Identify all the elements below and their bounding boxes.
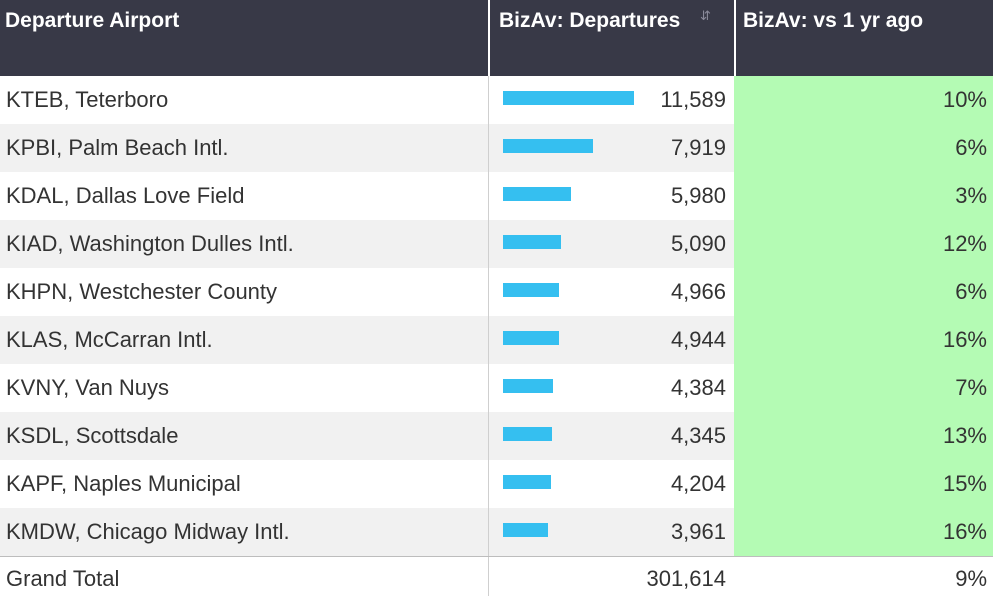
airport-cell: KHPN, Westchester County	[6, 279, 278, 304]
departures-value: 4,345	[670, 423, 726, 448]
grand-total-row: Grand Total 301,614 9%	[0, 556, 993, 596]
table-row[interactable]: KPBI, Palm Beach Intl. 7,919 6%	[0, 124, 993, 172]
departures-cell: 5,980	[488, 172, 734, 220]
airport-cell: KPBI, Palm Beach Intl.	[6, 135, 229, 160]
departures-value: 4,384	[670, 375, 726, 400]
airport-cell: KMDW, Chicago Midway Intl.	[6, 519, 290, 544]
yoy-cell: 6%	[734, 124, 993, 172]
airport-cell: KTEB, Teterboro	[6, 87, 169, 112]
departures-value: 4,966	[670, 279, 726, 304]
airport-cell: KLAS, McCarran Intl.	[6, 327, 213, 352]
departures-cell: 4,345	[488, 412, 734, 460]
departures-cell: 7,919	[488, 124, 734, 172]
column-header-departures[interactable]: BizAv: Departures ⇵	[488, 0, 734, 76]
table-body: KTEB, Teterboro 11,589 10% KPBI, Palm Be…	[0, 76, 993, 556]
departures-cell: 4,966	[488, 268, 734, 316]
departures-cell: 4,204	[488, 460, 734, 508]
departures-bar	[503, 187, 571, 201]
column-header-departure-airport[interactable]: Departure Airport	[5, 9, 180, 32]
departures-bar	[503, 523, 548, 537]
table-row[interactable]: KSDL, Scottsdale 4,345 13%	[0, 412, 993, 460]
departures-cell: 4,384	[488, 364, 734, 412]
yoy-cell: 12%	[734, 220, 993, 268]
yoy-cell: 16%	[734, 508, 993, 556]
departures-bar	[503, 475, 551, 489]
airport-cell: KAPF, Naples Municipal	[6, 471, 241, 496]
grand-total-label: Grand Total	[6, 566, 120, 591]
departures-bar	[503, 379, 553, 393]
table-row[interactable]: KIAD, Washington Dulles Intl. 5,090 12%	[0, 220, 993, 268]
departures-value: 5,090	[670, 231, 726, 256]
departures-cell: 3,961	[488, 508, 734, 556]
yoy-cell: 3%	[734, 172, 993, 220]
departures-value: 4,944	[670, 327, 726, 352]
column-header-vs-1-yr-ago[interactable]: BizAv: vs 1 yr ago	[734, 0, 993, 76]
departures-bar	[503, 427, 552, 441]
table-row[interactable]: KVNY, Van Nuys 4,384 7%	[0, 364, 993, 412]
yoy-cell: 15%	[734, 460, 993, 508]
table-row[interactable]: KMDW, Chicago Midway Intl. 3,961 16%	[0, 508, 993, 556]
yoy-cell: 10%	[734, 76, 993, 124]
departures-cell: 4,944	[488, 316, 734, 364]
table-row[interactable]: KDAL, Dallas Love Field 5,980 3%	[0, 172, 993, 220]
column-header-departures-label: BizAv: Departures	[499, 9, 681, 32]
departures-cell: 5,090	[488, 220, 734, 268]
grand-total-yoy: 9%	[955, 566, 987, 591]
table-row[interactable]: KTEB, Teterboro 11,589 10%	[0, 76, 993, 124]
sort-icon[interactable]: ⇵	[700, 8, 711, 23]
departures-value: 4,204	[670, 471, 726, 496]
airport-cell: KIAD, Washington Dulles Intl.	[6, 231, 294, 256]
departures-bar	[503, 139, 593, 153]
departures-bar	[503, 235, 561, 249]
airport-cell: KVNY, Van Nuys	[6, 375, 170, 400]
table-row[interactable]: KAPF, Naples Municipal 4,204 15%	[0, 460, 993, 508]
airport-cell: KDAL, Dallas Love Field	[6, 183, 245, 208]
yoy-cell: 13%	[734, 412, 993, 460]
departures-bar	[503, 283, 559, 297]
yoy-cell: 16%	[734, 316, 993, 364]
departures-value: 3,961	[670, 519, 726, 544]
table-row[interactable]: KHPN, Westchester County 4,966 6%	[0, 268, 993, 316]
airport-cell: KSDL, Scottsdale	[6, 423, 179, 448]
departures-cell: 11,589	[488, 76, 734, 124]
table-row[interactable]: KLAS, McCarran Intl. 4,944 16%	[0, 316, 993, 364]
yoy-cell: 6%	[734, 268, 993, 316]
departures-bar	[503, 331, 559, 345]
yoy-cell: 7%	[734, 364, 993, 412]
departures-value: 5,980	[670, 183, 726, 208]
departures-value: 11,589	[660, 87, 726, 112]
grand-total-departures: 301,614	[488, 557, 734, 596]
departures-bar	[503, 91, 634, 105]
table-header: Departure Airport BizAv: Departures ⇵ Bi…	[0, 0, 993, 76]
departures-value: 7,919	[670, 135, 726, 160]
